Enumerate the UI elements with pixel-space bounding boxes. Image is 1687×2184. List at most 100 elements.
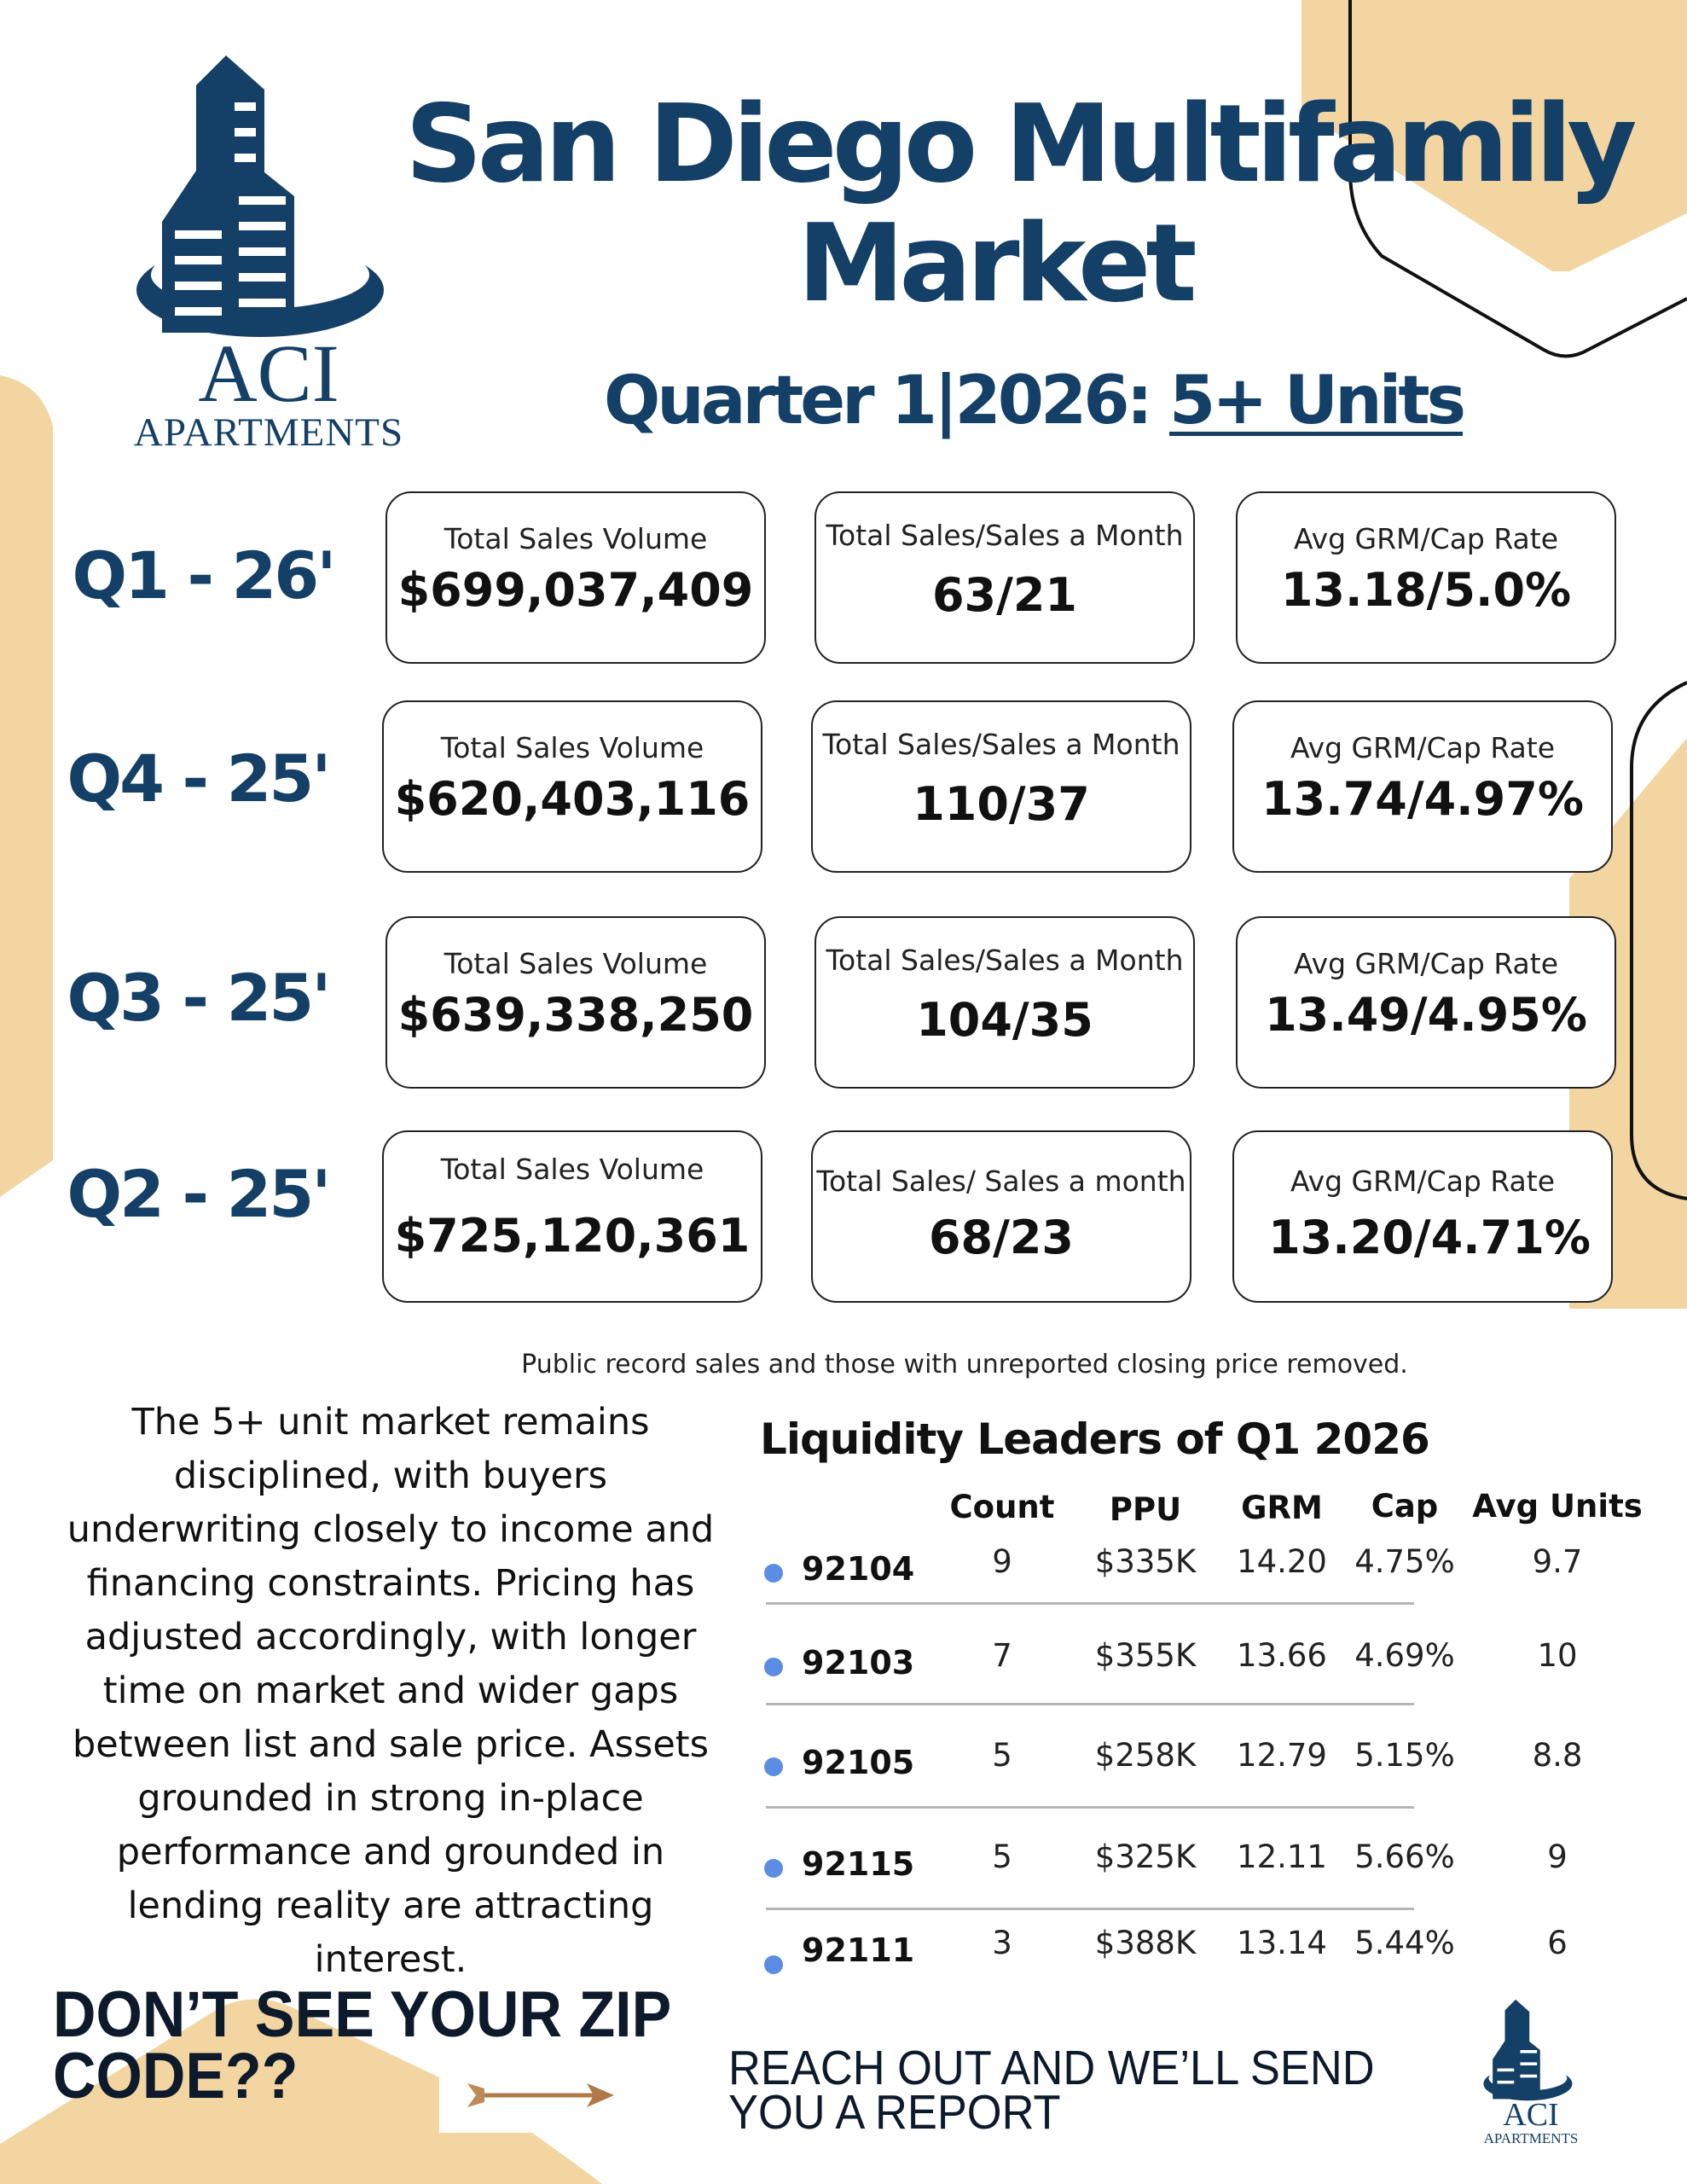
cta-reach-out: REACH OUT AND WE’LL SEND YOU A REPORT — [728, 2041, 1375, 2140]
stat-card-grm-cap: Avg GRM/Cap Rate 13.49/4.95% — [1236, 916, 1616, 1089]
cell-ppu: $388K — [1094, 1925, 1197, 1961]
col-header-grm: GRM — [1241, 1490, 1323, 1526]
card-value: 68/23 — [928, 1211, 1074, 1264]
cell-ppu: $258K — [1094, 1737, 1197, 1774]
aci-logo-small: ACI APARTMENTS — [1467, 1998, 1595, 2152]
stat-card-grm-cap: Avg GRM/Cap Rate 13.20/4.71% — [1232, 1130, 1613, 1303]
zip-code: 92115 — [802, 1845, 915, 1883]
cell-count: 7 — [992, 1637, 1012, 1674]
card-value: 13.74/4.97% — [1261, 772, 1584, 826]
col-header-ppu: PPU — [1109, 1491, 1182, 1528]
card-label: Total Sales/Sales a Month — [822, 728, 1180, 761]
stat-card-sales-month: Total Sales/Sales a Month 63/21 — [815, 491, 1195, 664]
logo-name: ACI — [198, 328, 339, 419]
card-value: $725,120,361 — [394, 1209, 751, 1263]
cell-cap: 5.44% — [1354, 1925, 1455, 1961]
cta-reach-line1: REACH OUT AND WE’LL SEND — [728, 2041, 1375, 2095]
cell-ppu: $325K — [1094, 1838, 1197, 1875]
cell-avg-units: 9 — [1547, 1838, 1568, 1875]
card-value: 110/37 — [913, 777, 1090, 831]
stat-card-sales-volume: Total Sales Volume $725,120,361 — [382, 1130, 762, 1303]
card-label: Total Sales/ Sales a month — [816, 1165, 1186, 1198]
row-divider — [766, 1806, 1414, 1809]
card-label: Total Sales Volume — [443, 522, 708, 555]
card-label: Total Sales/Sales a Month — [826, 519, 1184, 552]
bullet-dot-icon — [764, 1955, 783, 1974]
cell-ppu: $335K — [1094, 1543, 1197, 1580]
cta-heading-line2: CODE?? — [53, 2040, 299, 2112]
cell-cap: 4.75% — [1354, 1543, 1455, 1580]
bullet-dot-icon — [764, 1859, 783, 1878]
market-commentary: The 5+ unit market remains disciplined, … — [67, 1401, 715, 1981]
card-value: 104/35 — [916, 993, 1093, 1047]
aci-logo: ACI APARTMENTS — [111, 51, 426, 461]
card-label: Total Sales Volume — [440, 731, 704, 764]
cell-avg-units: 10 — [1537, 1637, 1578, 1674]
footnote: Public record sales and those with unrep… — [521, 1350, 1408, 1380]
card-value: $639,338,250 — [397, 988, 754, 1042]
cell-count: 5 — [992, 1737, 1012, 1774]
card-value: $620,403,116 — [394, 772, 751, 826]
cell-avg-units: 9.7 — [1532, 1543, 1583, 1580]
cell-cap: 5.66% — [1354, 1838, 1455, 1875]
col-header-cap: Cap — [1371, 1488, 1439, 1525]
cell-avg-units: 8.8 — [1532, 1737, 1583, 1774]
cell-count: 5 — [992, 1838, 1012, 1875]
stat-card-sales-month: Total Sales/Sales a Month 110/37 — [811, 700, 1191, 873]
bullet-dot-icon — [764, 1564, 783, 1583]
zip-code: 92104 — [802, 1550, 915, 1588]
cell-count: 3 — [992, 1925, 1012, 1961]
stat-card-grm-cap: Avg GRM/Cap Rate 13.74/4.97% — [1232, 700, 1613, 873]
page-title-line1: San Diego Multifamily — [405, 81, 1638, 206]
building-logo-icon — [136, 55, 384, 337]
card-value: 13.20/4.71% — [1268, 1211, 1591, 1264]
leaders-title: Liquidity Leaders of Q1 2026 — [760, 1414, 1430, 1464]
card-label: Total Sales/Sales a Month — [826, 944, 1184, 977]
bullet-dot-icon — [764, 1658, 783, 1676]
stat-card-sales-volume: Total Sales Volume $699,037,409 — [386, 491, 766, 664]
zip-code: 92111 — [802, 1931, 915, 1969]
arrow-icon — [467, 2083, 614, 2107]
quarter-label: Q2 - 25' — [67, 1156, 332, 1232]
cell-count: 9 — [992, 1543, 1012, 1580]
cell-grm: 12.79 — [1237, 1737, 1327, 1774]
card-label: Avg GRM/Cap Rate — [1290, 1165, 1556, 1198]
card-value: 13.18/5.0% — [1280, 563, 1572, 617]
page-subtitle: Quarter 1|2026: 5+ Units — [604, 363, 1466, 439]
stat-card-sales-month: Total Sales/Sales a Month 104/35 — [815, 916, 1195, 1089]
card-value: 63/21 — [931, 568, 1077, 622]
col-header-count: Count — [949, 1489, 1055, 1525]
cta-heading-line1: DON’T SEE YOUR ZIP — [53, 1978, 672, 2051]
stat-card-sales-volume: Total Sales Volume $620,403,116 — [382, 700, 762, 873]
card-value: $699,037,409 — [397, 563, 754, 617]
cell-ppu: $355K — [1094, 1637, 1197, 1674]
card-label: Total Sales Volume — [443, 947, 708, 980]
logo-sub: APARTMENTS — [1483, 2130, 1579, 2146]
logo-sub: APARTMENTS — [133, 410, 404, 455]
row-divider — [766, 1703, 1414, 1705]
cta-heading: DON’T SEE YOUR ZIP CODE?? — [53, 1978, 672, 2112]
stat-card-sales-volume: Total Sales Volume $639,338,250 — [386, 916, 766, 1089]
cell-grm: 13.66 — [1237, 1637, 1327, 1674]
quarter-label: Q1 - 26' — [72, 537, 337, 613]
cta-reach-line2: YOU A REPORT — [728, 2085, 1061, 2140]
col-header-avg-units: Avg Units — [1472, 1488, 1643, 1525]
row-divider — [766, 1908, 1414, 1910]
subtitle-highlight: 5+ Units — [1168, 363, 1466, 439]
zip-code: 92105 — [802, 1744, 915, 1781]
quarter-label: Q3 - 25' — [67, 960, 332, 1036]
card-label: Avg GRM/Cap Rate — [1290, 731, 1556, 764]
quarter-label: Q4 - 25' — [67, 741, 332, 816]
subtitle-prefix: Quarter 1|2026: — [604, 363, 1153, 439]
bullet-dot-icon — [764, 1757, 783, 1776]
cell-grm: 12.11 — [1237, 1838, 1327, 1875]
cell-grm: 14.20 — [1237, 1543, 1327, 1580]
cell-cap: 4.69% — [1354, 1637, 1455, 1674]
cell-cap: 5.15% — [1354, 1737, 1455, 1774]
page-title-line2: Market — [797, 200, 1197, 326]
stat-card-sales-month: Total Sales/ Sales a month 68/23 — [811, 1130, 1191, 1303]
cell-avg-units: 6 — [1547, 1925, 1568, 1961]
card-label: Total Sales Volume — [440, 1153, 704, 1186]
row-divider — [766, 1602, 1414, 1605]
logo-name: ACI — [1503, 2097, 1559, 2133]
